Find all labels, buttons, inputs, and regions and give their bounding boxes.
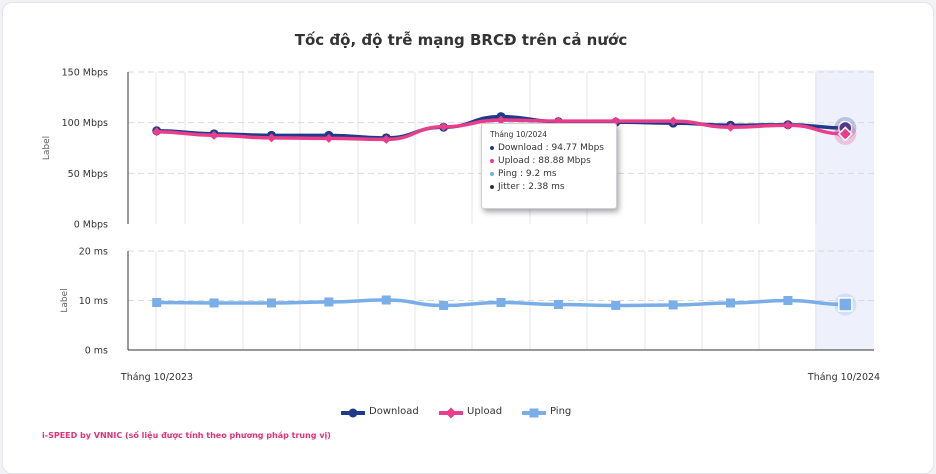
- data-point-upload: [152, 127, 162, 137]
- tooltip-row-download: Download : 94.77 Mbps: [490, 142, 608, 155]
- data-point-ping: [611, 300, 621, 310]
- data-tooltip: Tháng 10/2024 Download : 94.77 Mbps Uplo…: [481, 123, 617, 209]
- data-point-upload: [266, 133, 276, 143]
- y-tick-label: 50 Mbps: [68, 169, 108, 180]
- tooltip-dot-icon: [490, 171, 494, 176]
- data-point-upload: [783, 120, 793, 130]
- data-point-ping: [152, 297, 162, 307]
- chart-svg: 0 Mbps 50 Mbps 100 Mbps 150 Mbps Label 0 ms 10…: [42, 68, 880, 384]
- circle-marker-icon: [341, 408, 365, 418]
- data-point-upload: [439, 122, 449, 132]
- data-point-ping: [838, 297, 853, 312]
- data-point-ping: [496, 297, 506, 307]
- tooltip-row-ping: Ping : 9.2 ms: [490, 168, 608, 181]
- data-point-upload: [726, 122, 736, 132]
- chart-legend: Download Upload Ping: [0, 404, 936, 422]
- data-point-upload: [381, 134, 391, 144]
- tooltip-jitter-text: Jitter : 2.38 ms: [498, 182, 565, 192]
- tooltip-dot-icon: [490, 145, 494, 150]
- y-axis-title: Label: [60, 288, 70, 312]
- data-point-ping: [553, 299, 563, 309]
- y-axis-title: Label: [42, 136, 52, 160]
- data-point-ping: [668, 300, 678, 310]
- data-point-upload: [837, 126, 853, 142]
- data-point-ping: [439, 300, 449, 310]
- data-point-ping: [324, 297, 334, 307]
- footer-source-note: i-SPEED by VNNIC (số liệu được tính theo…: [42, 431, 331, 440]
- tooltip-title: Tháng 10/2024: [490, 130, 547, 139]
- legend-label-ping: Ping: [550, 406, 572, 417]
- data-point-ping: [381, 295, 391, 305]
- data-point-ping: [783, 296, 793, 305]
- data-point-ping: [209, 298, 219, 308]
- square-marker-icon: [522, 408, 546, 418]
- data-point-ping: [726, 298, 736, 308]
- x-axis-first-label: Tháng 10/2023: [120, 372, 193, 383]
- tooltip-row-jitter: Jitter : 2.38 ms: [490, 181, 608, 194]
- data-point-upload: [668, 116, 678, 126]
- tooltip-row-upload: Upload : 88.88 Mbps: [490, 155, 608, 168]
- tooltip-dot-icon: [490, 184, 494, 189]
- axis-layer: 0 Mbps 50 Mbps 100 Mbps 150 Mbps Label 0 ms 10…: [42, 68, 874, 357]
- diamond-marker-icon: [439, 407, 463, 419]
- data-point-upload: [324, 133, 334, 143]
- chart-title: Tốc độ, độ trễ mạng BRCĐ trên cả nước: [294, 31, 628, 49]
- data-point-upload: [496, 115, 506, 125]
- y-tick-label: 0 Mbps: [74, 220, 108, 231]
- y-tick-label: 20 ms: [79, 247, 108, 258]
- legend-label-download: Download: [369, 406, 419, 417]
- tooltip-dot-icon: [490, 158, 494, 163]
- tooltip-upload-text: Upload : 88.88 Mbps: [498, 156, 591, 166]
- y-tick-label: 0 ms: [85, 346, 108, 357]
- y-tick-label: 100 Mbps: [62, 118, 108, 129]
- series-layer: [152, 112, 857, 316]
- y-tick-label: 150 Mbps: [62, 68, 108, 79]
- data-point-upload: [209, 130, 219, 140]
- legend-label-upload: Upload: [467, 406, 503, 417]
- data-point-ping: [266, 298, 276, 308]
- y-tick-label: 10 ms: [79, 296, 108, 307]
- tooltip-ping-text: Ping : 9.2 ms: [498, 169, 557, 179]
- x-axis-last-label: Tháng 10/2024: [807, 372, 880, 383]
- tooltip-download-text: Download : 94.77 Mbps: [498, 143, 604, 153]
